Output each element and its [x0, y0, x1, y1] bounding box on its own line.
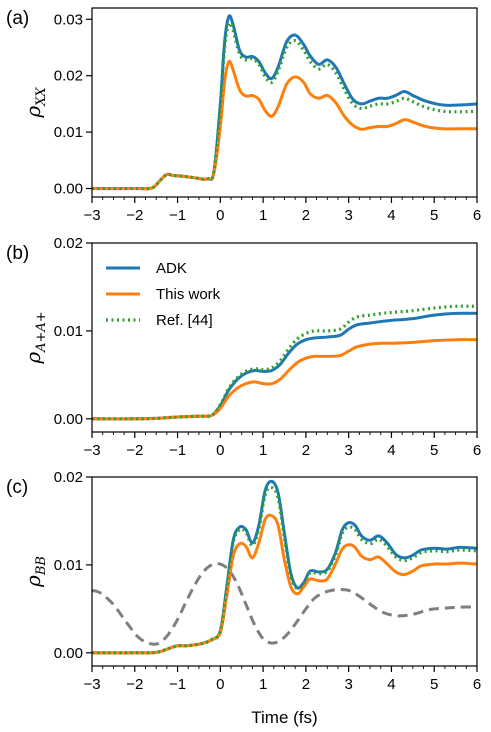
- x-tick-label: 1: [259, 676, 267, 693]
- x-tick-label: 1: [259, 442, 267, 459]
- x-tick-label: 5: [430, 207, 438, 224]
- x-tick-label: −2: [126, 207, 143, 224]
- y-axis-label: ρA+A+: [21, 311, 49, 364]
- panel-1: −3 −2 −1 0 1 2 3 4 5 6 0.00 0.01 0.02 0.03 (a) ρXX: [6, 7, 481, 224]
- y-tick-label: 0.03: [54, 11, 83, 28]
- y-tick-label: 0.02: [54, 469, 83, 486]
- legend-label: This work: [156, 286, 221, 303]
- panel-2: −3 −2 −1 0 1 2 3 4 5 6 0.00 0.01 0.02 (b) ρA+A+ ADK This…: [6, 235, 481, 459]
- y-tick-label: 0.02: [54, 235, 83, 252]
- y-tick-label: 0.00: [54, 645, 83, 662]
- y-tick-label: 0.02: [54, 68, 83, 85]
- series-group: [92, 304, 477, 421]
- panel-label: (a): [6, 8, 29, 29]
- x-axis-label: Time (fs): [251, 708, 317, 727]
- y-tick-label: 0.01: [54, 124, 83, 141]
- x-tick-label: 1: [259, 207, 267, 224]
- x-tick-label: 6: [473, 442, 481, 459]
- legend-label: ADK: [156, 260, 187, 277]
- series-line-ref-44: [92, 304, 477, 421]
- x-tick-label: 4: [387, 676, 395, 693]
- x-tick-label: −1: [169, 676, 186, 693]
- series-line-adk: [92, 14, 477, 191]
- y-axis-label: ρBB: [21, 556, 49, 588]
- axes-frame: [91, 242, 478, 433]
- y-tick-label: 0.00: [54, 181, 83, 198]
- series-line-this-work: [92, 338, 477, 421]
- x-tick-label: 4: [387, 207, 395, 224]
- x-tick-label: 0: [216, 207, 224, 224]
- x-tick-label: 6: [473, 207, 481, 224]
- x-tick-label: −1: [169, 442, 186, 459]
- series-line-this-work: [92, 59, 477, 191]
- series-group: [92, 479, 477, 655]
- x-tick-label: 3: [344, 442, 352, 459]
- y-tick-label: 0.01: [54, 557, 83, 574]
- x-tick-label: 2: [302, 676, 310, 693]
- x-tick-label: 2: [302, 207, 310, 224]
- x-tick-label: −3: [83, 676, 100, 693]
- x-tick-label: 5: [430, 676, 438, 693]
- y-tick-label: 0.00: [54, 411, 83, 428]
- x-tick-label: 0: [216, 442, 224, 459]
- x-tick-label: −3: [83, 442, 100, 459]
- panel-3: −3 −2 −1 0 1 2 3 4 5 6 0.00 0.01 0.02 (c) ρBB Time (fs): [6, 469, 481, 727]
- x-tick-label: 3: [344, 676, 352, 693]
- series-line-adk: [92, 311, 477, 421]
- panel-label: (c): [6, 477, 28, 498]
- legend: ADK This work Ref. [44]: [106, 260, 221, 329]
- series-line-dashed-reference: [92, 562, 477, 646]
- x-tick-label: 0: [216, 676, 224, 693]
- x-tick-label: −3: [83, 207, 100, 224]
- legend-label: Ref. [44]: [156, 312, 213, 329]
- x-tick-label: 3: [344, 207, 352, 224]
- x-tick-label: 6: [473, 676, 481, 693]
- series-line-ref-44: [92, 485, 477, 655]
- x-tick-label: −2: [126, 442, 143, 459]
- x-tick-label: −2: [126, 676, 143, 693]
- x-tick-label: −1: [169, 207, 186, 224]
- panel-label: (b): [6, 243, 29, 264]
- x-tick-label: 2: [302, 442, 310, 459]
- x-tick-label: 5: [430, 442, 438, 459]
- y-axis-label: ρXX: [21, 87, 49, 119]
- series-line-ref-44: [92, 21, 477, 191]
- x-tick-label: 4: [387, 442, 395, 459]
- series-group: [92, 14, 477, 191]
- y-tick-label: 0.01: [54, 323, 83, 340]
- axes-frame: [91, 7, 478, 198]
